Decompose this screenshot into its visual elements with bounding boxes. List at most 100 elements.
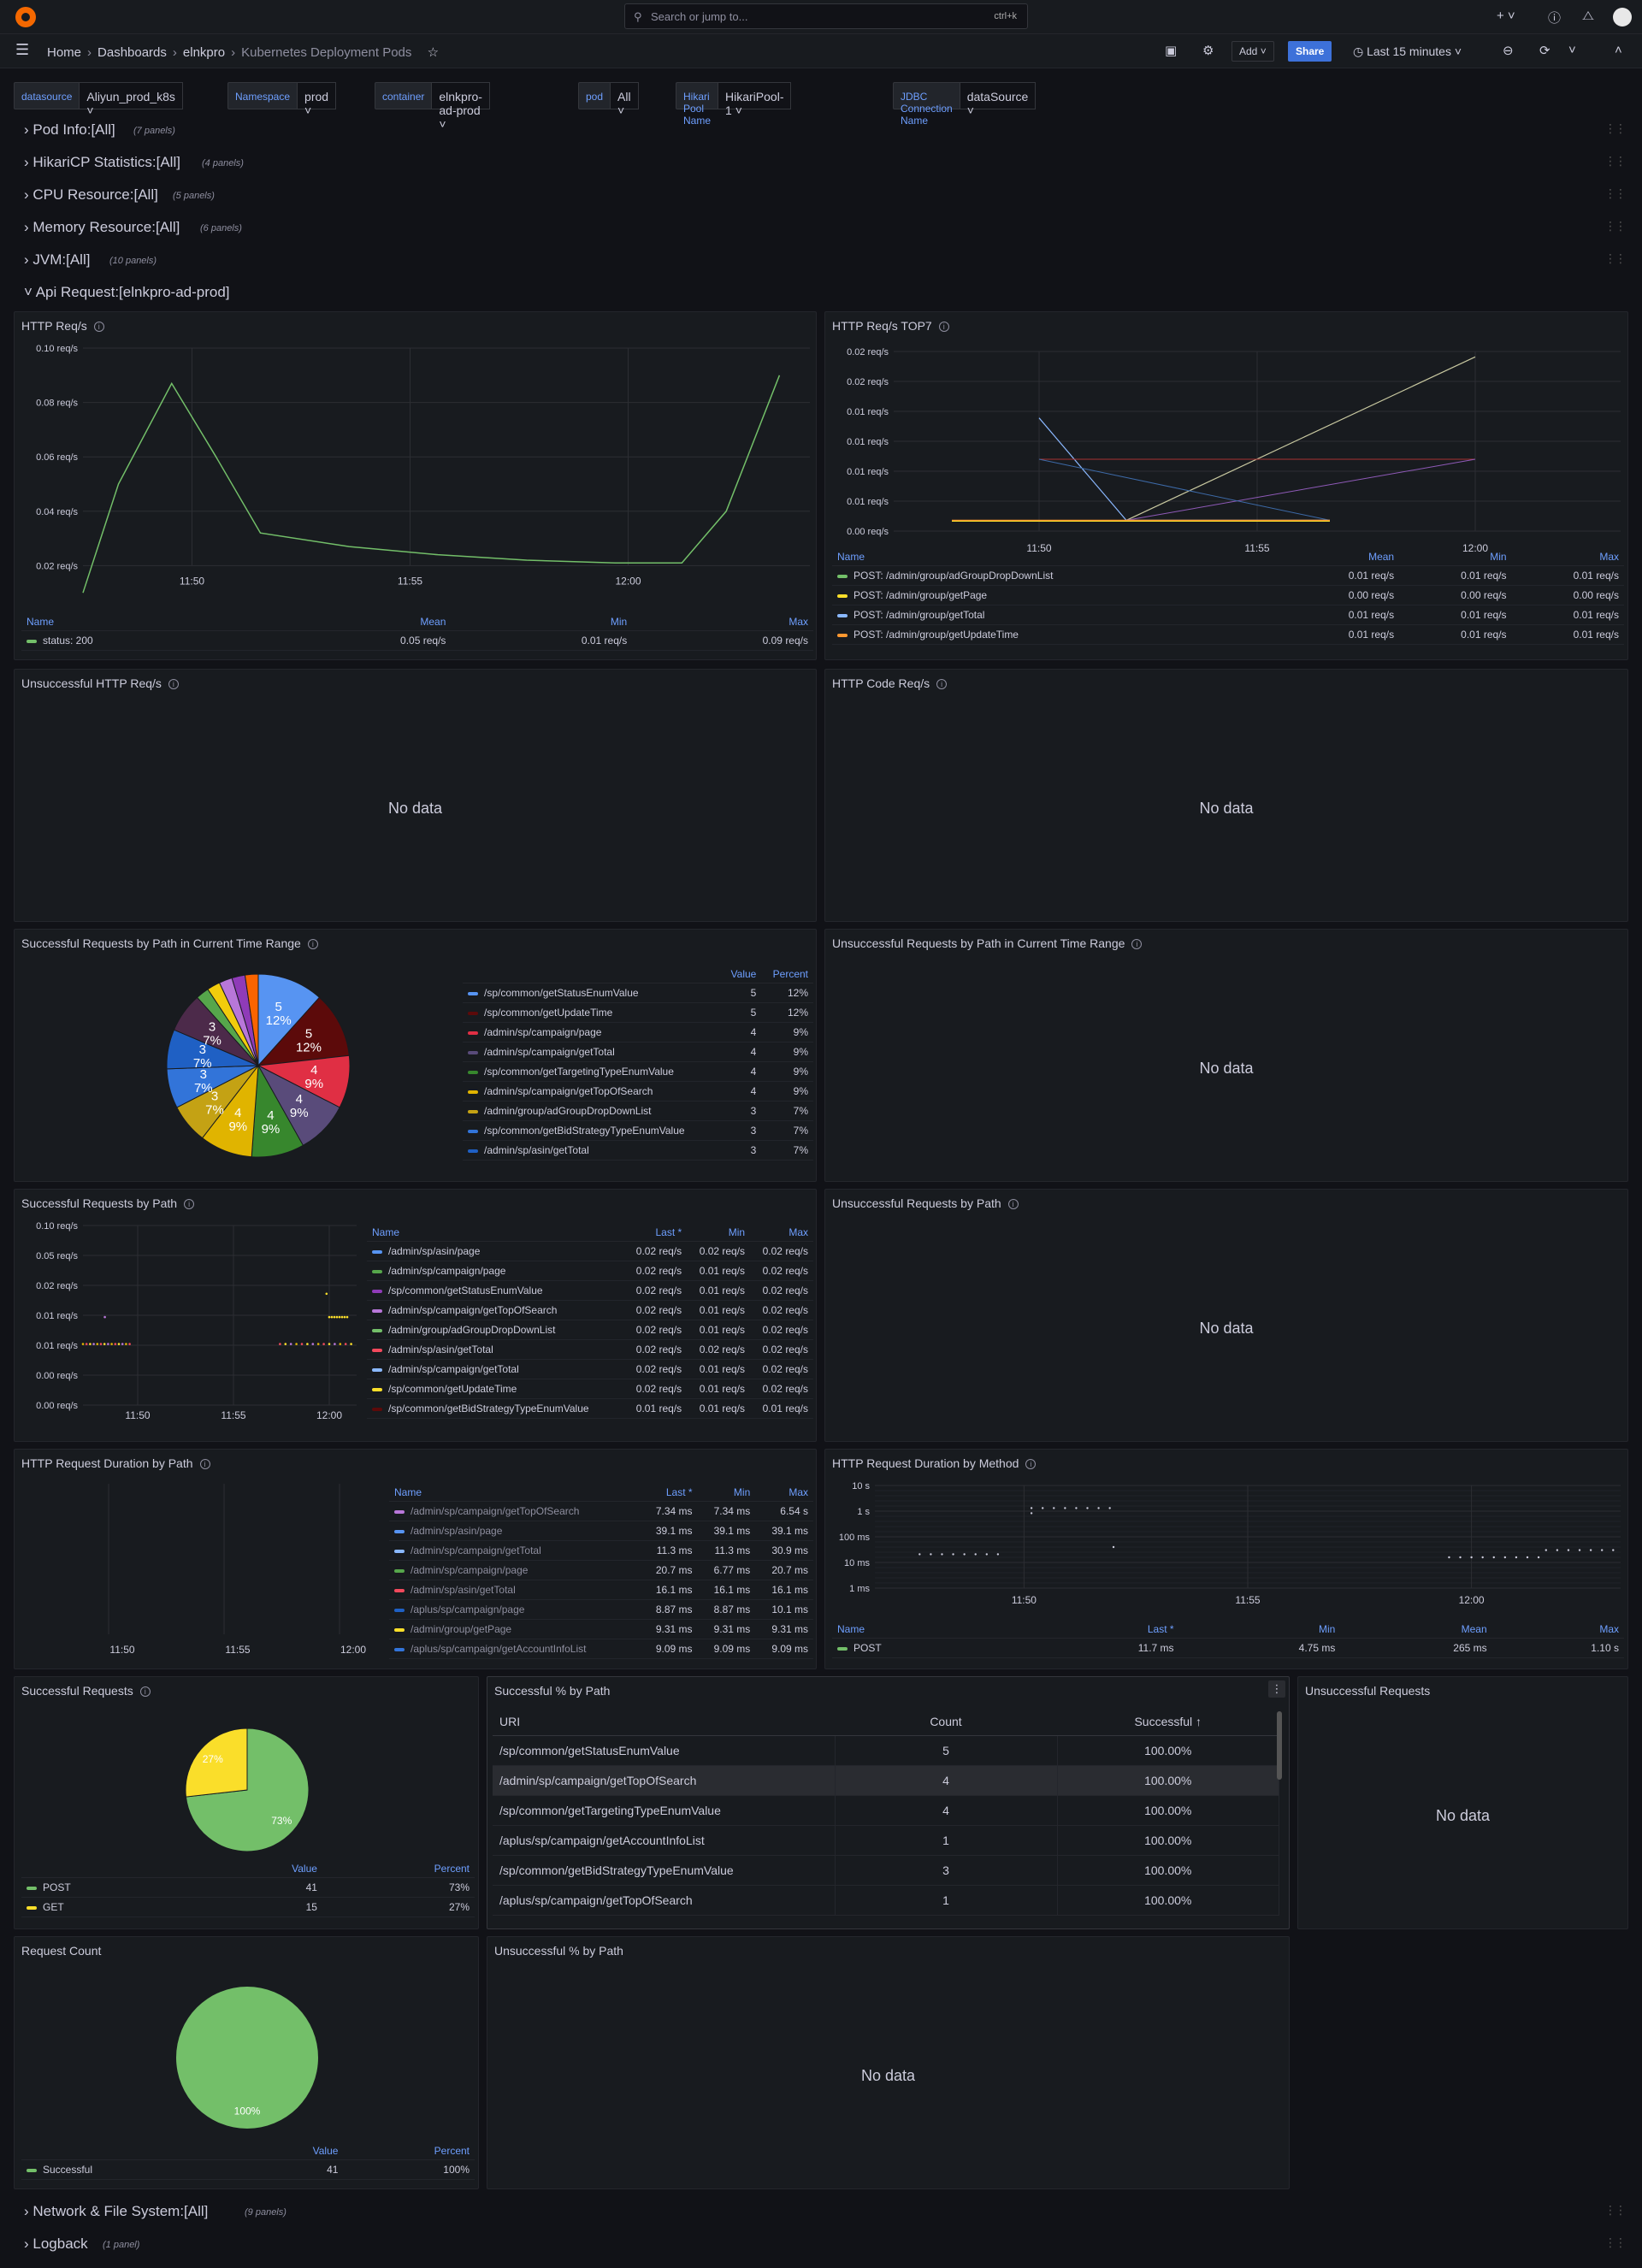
time-range-picker[interactable]: ◷ Last 15 minutes ˅ <box>1353 44 1462 58</box>
variable-select[interactable]: prod ˅ <box>298 82 337 117</box>
breadcrumb-dashboards[interactable]: Dashboards <box>97 45 167 60</box>
drag-handle-icon[interactable]: ⋮⋮ <box>1604 121 1627 135</box>
row-network-file-system[interactable]: › Network & File System:[All] (9 panels) ⋮… <box>14 2198 1628 2224</box>
legend-row[interactable]: /admin/sp/campaign/page 4 9% <box>463 1022 813 1042</box>
drag-handle-icon[interactable]: ⋮⋮ <box>1604 2236 1627 2249</box>
info-icon[interactable]: i <box>1025 1459 1037 1470</box>
help-icon[interactable]: ⓘ <box>1548 11 1562 26</box>
legend-row[interactable]: POST 41 73% <box>21 1877 475 1898</box>
legend-row[interactable]: /admin/group/getPage 9.31 ms 9.31 ms 9.31 m… <box>389 1619 813 1639</box>
table-row[interactable]: /sp/common/getTargetingTypeEnumValue 4 100… <box>493 1795 1279 1826</box>
table-row[interactable]: /aplus/sp/campaign/getAccountInfoList 1 10… <box>493 1825 1279 1856</box>
legend-row[interactable]: /admin/sp/campaign/getTotal 4 9% <box>463 1042 813 1062</box>
drag-handle-icon[interactable]: ⋮⋮ <box>1604 219 1627 233</box>
info-icon[interactable]: i <box>938 322 949 333</box>
variable-select[interactable]: All ˅ <box>611 82 639 117</box>
legend-row[interactable]: /admin/sp/campaign/getTopOfSearch 7.34 ms… <box>389 1501 813 1521</box>
breadcrumb-home[interactable]: Home <box>47 45 82 60</box>
info-icon[interactable]: i <box>93 322 104 333</box>
drag-handle-icon[interactable]: ⋮⋮ <box>1604 154 1627 168</box>
legend-row[interactable]: POST: /admin/group/getPage 0.00 req/s 0.00… <box>832 585 1624 605</box>
legend-row[interactable]: /admin/sp/campaign/getTotal 0.02 req/s 0.0… <box>367 1359 813 1379</box>
legend-row[interactable]: /admin/sp/campaign/page 0.02 req/s 0.01 re… <box>367 1261 813 1281</box>
table-row[interactable]: /sp/common/getStatusEnumValue 5 100.00% <box>493 1735 1279 1766</box>
save-icon[interactable]: ▣ <box>1165 44 1178 58</box>
grafana-logo-icon[interactable] <box>15 7 36 27</box>
info-icon[interactable]: i <box>199 1459 210 1470</box>
row-pod-info[interactable]: › Pod Info:[All] (7 panels) ⋮⋮ <box>14 116 1628 142</box>
share-button[interactable]: Share <box>1288 41 1332 62</box>
breadcrumb-folder[interactable]: elnkpro <box>182 45 226 60</box>
legend-row[interactable]: /sp/common/getUpdateTime 0.02 req/s 0.01 r… <box>367 1379 813 1399</box>
row-jvm[interactable]: › JVM:[All] (10 panels) ⋮⋮ <box>14 246 1628 272</box>
legend-row[interactable]: /admin/sp/asin/getTotal 16.1 ms 16.1 ms 16.… <box>389 1580 813 1600</box>
drag-handle-icon[interactable]: ⋮⋮ <box>1604 251 1627 265</box>
column-header-successful[interactable]: Successful ↑ <box>1057 1708 1279 1736</box>
info-icon[interactable]: i <box>307 939 318 950</box>
legend-row[interactable]: /sp/common/getTargetingTypeEnumValue 4 9% <box>463 1061 813 1082</box>
info-icon[interactable]: i <box>184 1199 195 1210</box>
star-icon[interactable]: ☆ <box>427 45 440 60</box>
drag-handle-icon[interactable]: ⋮⋮ <box>1604 2203 1627 2217</box>
table-row[interactable]: /admin/sp/campaign/getTopOfSearch 4 100.00… <box>493 1765 1279 1796</box>
info-icon[interactable]: i <box>168 679 179 690</box>
column-header-count[interactable]: Count <box>835 1708 1057 1736</box>
legend-row[interactable]: POST 11.7 ms 4.75 ms 265 ms 1.10 s <box>832 1638 1624 1658</box>
refresh-interval-chevron-icon[interactable]: ˅ <box>1568 43 1576 57</box>
info-icon[interactable]: i <box>1131 939 1143 950</box>
panel-menu-icon[interactable]: ⋮ <box>1268 1680 1285 1698</box>
legend-row[interactable]: /admin/group/adGroupDropDownList 0.02 req… <box>367 1320 813 1340</box>
legend-row[interactable]: /admin/group/adGroupDropDownList 3 7% <box>463 1101 813 1121</box>
legend-row[interactable]: /sp/common/getStatusEnumValue 0.02 req/s 0… <box>367 1280 813 1301</box>
info-icon[interactable]: i <box>1007 1199 1019 1210</box>
legend-row[interactable]: GET 15 27% <box>21 1897 475 1917</box>
legend-row[interactable]: POST: /admin/group/getTotal 0.01 req/s 0.0… <box>832 605 1624 625</box>
legend-row[interactable]: /sp/common/getBidStrategyTypeEnumValue 0.… <box>367 1398 813 1419</box>
avatar[interactable] <box>1613 8 1632 27</box>
row-cpu-resource[interactable]: › CPU Resource:[All] (5 panels) ⋮⋮ <box>14 181 1628 207</box>
legend-header-last[interactable]: Last * <box>1019 1621 1179 1639</box>
scrollbar[interactable] <box>1277 1711 1282 1780</box>
drag-handle-icon[interactable]: ⋮⋮ <box>1604 186 1627 200</box>
legend-row[interactable]: /admin/sp/asin/page 39.1 ms 39.1 ms 39.1 ms <box>389 1521 813 1541</box>
legend-row[interactable]: /admin/sp/campaign/getTopOfSearch 4 9% <box>463 1081 813 1102</box>
variable-select[interactable]: elnkpro-ad-prod ˅ <box>432 82 490 131</box>
row-api-request[interactable]: ˅ Api Request:[elnkpro-ad-prod] <box>14 279 1628 304</box>
add-button[interactable]: Add ˅ <box>1232 41 1274 62</box>
legend-row[interactable]: /admin/sp/campaign/getTotal 11.3 ms 11.3 m… <box>389 1540 813 1561</box>
legend-row[interactable]: /sp/common/getStatusEnumValue 5 12% <box>463 983 813 1003</box>
row-memory-resource[interactable]: › Memory Resource:[All] (6 panels) ⋮⋮ <box>14 214 1628 239</box>
legend-header-max[interactable]: Max <box>755 1484 813 1502</box>
legend-row[interactable]: status: 200 0.05 req/s 0.01 req/s 0.09 req/… <box>21 630 813 651</box>
settings-icon[interactable]: ⚙ <box>1202 44 1214 58</box>
legend-row[interactable]: /sp/common/getBidStrategyTypeEnumValue 3 7… <box>463 1120 813 1141</box>
legend-row[interactable]: POST: /admin/group/getUpdateTime 0.01 req… <box>832 624 1624 645</box>
legend-row[interactable]: /aplus/sp/campaign/getAccountInfoList 9.0… <box>389 1639 813 1659</box>
legend-header-last[interactable]: Last * <box>639 1484 698 1502</box>
row-logback[interactable]: › Logback (1 panel) ⋮⋮ <box>14 2230 1628 2256</box>
rss-icon[interactable]: ⧍ <box>1582 9 1594 23</box>
legend-row[interactable]: /admin/sp/asin/getTotal 0.02 req/s 0.02 re… <box>367 1339 813 1360</box>
info-icon[interactable]: i <box>139 1686 151 1698</box>
refresh-icon[interactable]: ⟳ <box>1539 44 1550 58</box>
legend-row[interactable]: /aplus/sp/campaign/page 8.87 ms 8.87 ms 10.… <box>389 1599 813 1620</box>
legend-row[interactable]: /sp/common/getUpdateTime 5 12% <box>463 1002 813 1023</box>
legend-row[interactable]: POST: /admin/group/adGroupDropDownList 0.… <box>832 565 1624 586</box>
legend-row[interactable]: /admin/sp/campaign/getTopOfSearch 0.02 re… <box>367 1300 813 1320</box>
menu-icon[interactable]: ☰ <box>15 41 30 58</box>
variable-select[interactable]: Aliyun_prod_k8s ˅ <box>80 82 183 117</box>
legend-row[interactable]: Successful 41 100% <box>21 2159 475 2180</box>
legend-header-last[interactable]: Last * <box>623 1224 688 1242</box>
legend-row[interactable]: /admin/sp/campaign/page 20.7 ms 6.77 ms 20.… <box>389 1560 813 1580</box>
variable-select[interactable]: dataSource ˅ <box>960 82 1037 117</box>
table-row[interactable]: /aplus/sp/campaign/getTopOfSearch 1 100.00… <box>493 1885 1279 1916</box>
legend-row[interactable]: /admin/sp/asin/page 0.02 req/s 0.02 req/s 0… <box>367 1241 813 1261</box>
column-header-uri[interactable]: URI <box>493 1708 835 1736</box>
row-hikaricp-statistics[interactable]: › HikariCP Statistics:[All] (4 panels) ⋮⋮ <box>14 149 1628 174</box>
collapse-icon[interactable]: ˄ <box>1615 43 1622 57</box>
zoom-out-icon[interactable]: ⊖ <box>1503 44 1514 58</box>
search-input[interactable]: ⚲ Search or jump to... ctrl+k <box>624 3 1028 29</box>
table-row[interactable]: /sp/common/getBidStrategyTypeEnumValue 3 1… <box>493 1855 1279 1886</box>
plus-icon[interactable]: + ˅ <box>1497 9 1515 23</box>
legend-row[interactable]: /admin/sp/asin/getTotal 3 7% <box>463 1140 813 1161</box>
